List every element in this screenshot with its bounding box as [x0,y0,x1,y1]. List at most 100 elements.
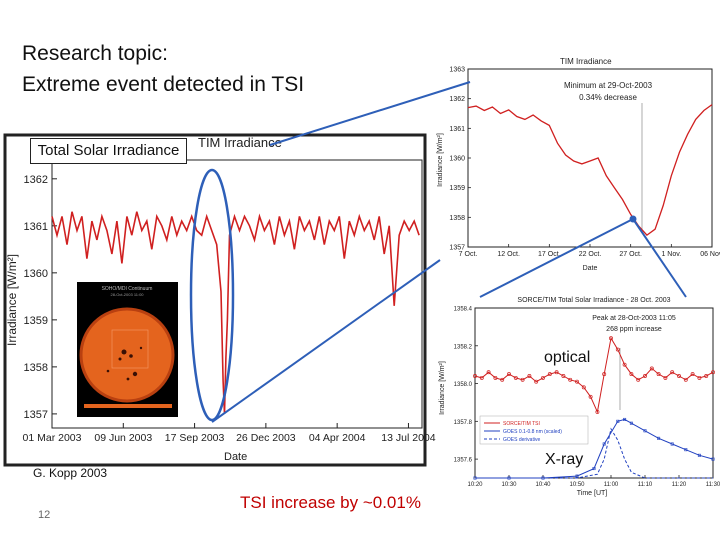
page-number: 12 [38,509,51,521]
main-y-tick-label: 1362 [24,174,48,186]
zoom-annotation-line2: 0.34% decrease [579,93,637,102]
flare-plot-area [474,307,714,479]
flare-tsi-point [507,372,511,377]
sun-limb [79,307,175,403]
sunspot [106,369,110,373]
flare-tsi-point [636,377,641,382]
flare-x-tick-label: 10:20 [467,482,483,488]
main-chart-title: TIM Irradiance [198,135,282,150]
zoom-annotation-line1: Minimum at 29-Oct-2003 [564,81,653,90]
flare-series-group [473,336,715,480]
flare-tsi-point [683,377,688,382]
flare-goes-point [575,474,579,478]
flare-tsi-point [711,370,715,375]
main-tsi-chart: TIM Irradiance Date Irradiance [W/m²] 13… [3,133,436,467]
flare-goes-point [697,453,701,457]
sunspot [126,377,130,381]
total-solar-irradiance-label: Total Solar Irradiance [30,138,187,164]
flare-x-tick-label: 11:00 [604,482,619,488]
zoom-x-tick-label: 7 Oct. [459,251,478,258]
zoom-x-tick-label: 17 Oct. [538,251,561,258]
flare-tsi-point [697,375,702,380]
zoom-y-tick-label: 1360 [449,156,465,163]
flare-tsi-point [575,379,579,384]
legend-box [479,415,589,445]
flare-tsi-point [547,372,552,377]
optical-label: optical [544,349,591,366]
zoom-chart-xlabel: Date [583,265,598,272]
legend-label-tsi: SORCE/TIM TSI [503,421,540,427]
main-y-tick-label: 1358 [24,362,48,374]
flare-x-tick-label: 11:20 [672,482,687,488]
flare-tsi-point [690,372,695,377]
legend-label-goes: GOES 0.1-0.8 nm (scaled) [503,429,562,435]
flare-tsi-point [643,374,647,378]
zoom-x-tick-label: 06 Nov. [700,251,720,258]
zoom-y-tick-label: 1358 [449,215,465,222]
main-y-tick-label: 1357 [24,409,48,421]
main-x-tick-label: 01 Mar 2003 [23,432,82,444]
zoom-y-tick-label: 1362 [449,96,465,103]
flare-tsi-point [473,374,477,378]
flare-derivative-series [475,427,713,479]
main-y-tick-label: 1359 [24,315,48,327]
main-x-tick-label: 09 Jun 2003 [94,432,152,444]
flare-goes-point [616,419,620,423]
sunspot [118,357,122,361]
flare-tsi-point [670,370,675,375]
flare-y-tick-label: 1358.0 [454,382,473,388]
flare-y-tick-label: 1357.8 [454,420,473,426]
flare-tsi-point [554,370,559,375]
inset-colorbar [84,404,172,408]
flare-goes-point [657,436,661,440]
flare-goes-point [670,442,674,446]
flare-x-tick-label: 10:30 [501,482,517,488]
legend-label-derivative: GOES derivative [503,437,540,443]
flare-goes-point [643,429,647,433]
flare-chart-title: SORCE/TIM Total Solar Irradiance - 28 Oc… [517,297,670,304]
zoom-y-tick-label: 1357 [449,245,465,252]
sun-disk [81,309,173,401]
flare-goes-point [629,421,633,425]
flare-x-tick-label: 11:10 [638,482,653,488]
inset-title: SOHO/MDI Continuum [102,286,153,292]
zoom-chart-ylabel: Irradiance [W/m²] [437,133,444,187]
sunspot [121,349,127,355]
flare-tsi-point [622,362,627,367]
flare-annotation-line2: 268 ppm increase [606,326,662,333]
flare-x-tick-label: 10:50 [569,482,585,488]
flare-tsi-point [704,374,709,378]
flare-tsi-point [656,372,661,377]
flare-x-tick-label: 10:40 [535,482,551,488]
main-chart-frame [3,133,427,467]
flare-tsi-point [615,347,620,352]
flare-tsi-point [500,377,505,382]
main-y-tick-label: 1361 [24,221,48,233]
flare-tsi-point [588,394,593,399]
flare-tsi-point [493,375,498,380]
flare-goes-point [592,467,596,471]
flare-annotation-line1: Peak at 28-Oct-2003 11:05 [592,315,676,322]
flare-tsi-point [595,409,600,414]
zoom-y-tick-label: 1359 [449,185,465,192]
flare-tsi-point [534,379,539,384]
flare-tsi-point [677,374,681,378]
main-axes: 1357 1358 1359 1360 1361 1362 01 Mar 2003 09 Ju… [23,174,436,444]
main-x-tick-label: 26 Dec 2003 [236,432,296,444]
tsi-increase-note: TSI increase by ~0.01% [240,493,421,512]
sunspot [132,371,138,377]
zoom-tsi-series [467,104,713,236]
flare-tsi-point [561,374,566,378]
flare-goes-point [623,417,627,421]
flare-tsi-chart: SORCE/TIM Total Solar Irradiance - 28 Oc… [439,297,720,497]
flare-tsi-point [663,375,668,380]
flare-tsi-point [649,366,654,371]
flare-tsi-point [629,372,634,377]
flare-tsi-series [474,336,714,414]
flare-axes: 1357.6 1357.8 1358.0 1358.2 1358.4 10:20 10:30… [454,307,720,489]
flare-chart-ylabel: Irradiance [W/m²] [439,361,446,415]
main-y-tick-label: 1360 [24,268,48,280]
solar-disk-inset: SOHO/MDI Continuum 28-Oct-2003 11:00 [77,282,178,417]
flare-legend: SORCE/TIM TSI GOES 0.1-0.8 nm (scaled) G… [479,415,589,445]
zoom-x-tick-label: 1 Nov. [661,251,681,258]
